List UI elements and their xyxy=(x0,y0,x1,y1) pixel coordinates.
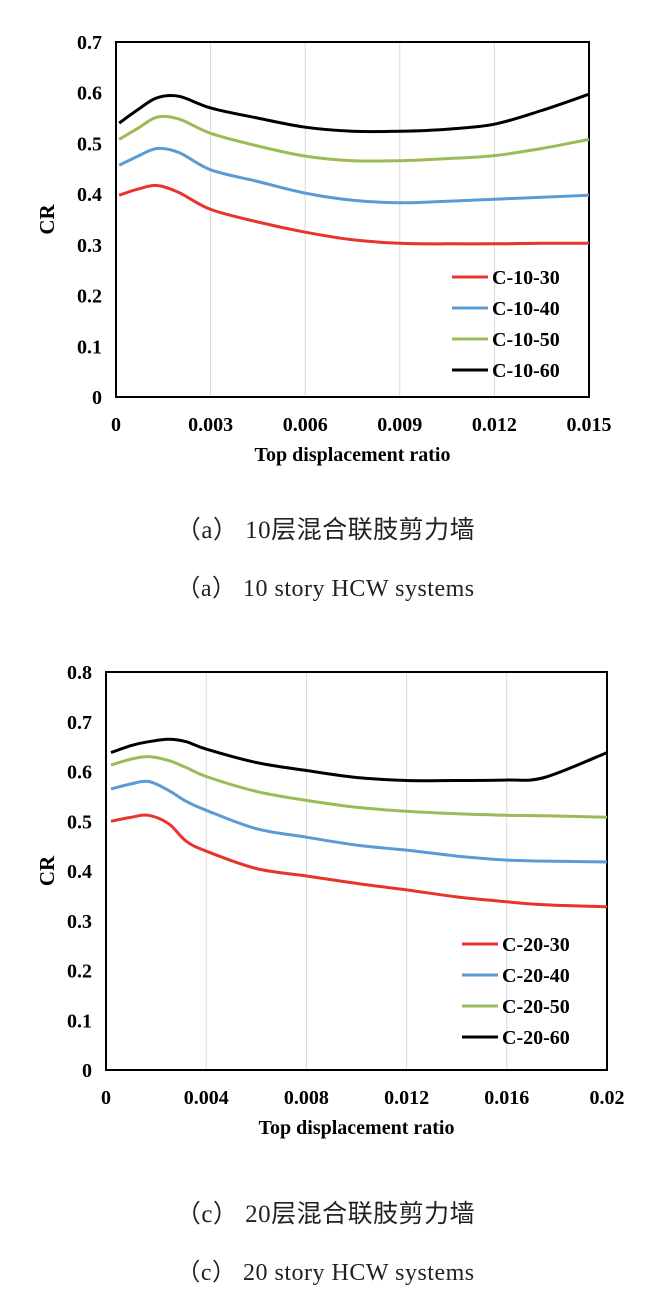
chart-a-y-tick-label: 0 xyxy=(92,387,102,409)
caption-c-english: （c） 20 story HCW systems xyxy=(176,1260,475,1286)
chart-c-y-tick-label: 0.2 xyxy=(67,961,92,983)
chart-c-frame xyxy=(105,671,608,1071)
chart-a-x-tick-label: 0.012 xyxy=(472,414,517,436)
chart-a-y-tick-label: 0.1 xyxy=(77,336,102,358)
chart-c-series-line-c-20-60 xyxy=(110,737,608,783)
chart-c-y-tick-label: 0.6 xyxy=(67,762,92,784)
chart-a-x-axis-title: Top displacement ratio xyxy=(255,444,451,466)
chart-c-legend-label: C-20-30 xyxy=(502,934,570,956)
chart-c-x-tick-label: 0.02 xyxy=(590,1087,625,1109)
chart-a-x-tick-label: 0.009 xyxy=(377,414,422,436)
chart-a-legend-label: C-10-30 xyxy=(492,267,560,289)
chart-c-y-tick-label: 0.5 xyxy=(67,811,92,833)
chart-a-y-tick-label: 0.5 xyxy=(77,133,102,155)
chart-c-y-axis-title: CR xyxy=(35,855,59,886)
chart-c-y-tick-label: 0.4 xyxy=(67,861,92,883)
chart-c-x-tick-label: 0.008 xyxy=(284,1087,329,1109)
chart-a-legend-label: C-10-60 xyxy=(492,360,560,382)
chart-c-series-line-c-20-50 xyxy=(110,755,608,819)
chart-c-x-tick-label: 0 xyxy=(101,1087,111,1109)
chart-a-legend-label: C-10-50 xyxy=(492,329,560,351)
chart-c-legend-label: C-20-50 xyxy=(502,996,570,1018)
chart-c: 0 0.1 0.2 0.3 0.4 0.5 0.6 0.7 0.8 0 0.004 0.008 0.01… xyxy=(35,662,625,1139)
chart-c-x-axis-title: Top displacement ratio xyxy=(259,1117,455,1139)
chart-a-y-axis-title: CR xyxy=(35,204,59,235)
chart-a-y-tick-label: 0.2 xyxy=(77,286,102,308)
chart-a-legend-label: C-10-40 xyxy=(492,298,560,320)
chart-c-series-line-c-20-40 xyxy=(110,779,608,864)
panel-a: 0 0.1 0.2 0.3 0.4 0.5 0.6 0.7 0 0.003 0.006 0.009 0.… xyxy=(0,0,651,650)
chart-c-y-tick-label: 0.8 xyxy=(67,662,92,684)
chart-a-frame xyxy=(115,41,590,398)
chart-a-x-tick-label: 0.003 xyxy=(188,414,233,436)
panel-c: 0 0.1 0.2 0.3 0.4 0.5 0.6 0.7 0.8 0 0.004 0.008 0.01… xyxy=(0,650,651,1311)
chart-c-legend-label: C-20-40 xyxy=(502,965,570,987)
chart-a-series-line-c-10-40 xyxy=(118,146,590,205)
caption-c-chinese: （c） 20层混合联肢剪力墙 xyxy=(175,1201,476,1228)
chart-a-series-line-c-10-30 xyxy=(118,183,589,246)
chart-a-y-tick-label: 0.3 xyxy=(77,235,102,257)
chart-c-y-tick-label: 0.7 xyxy=(67,712,92,734)
chart-c-y-tick-label: 0.1 xyxy=(67,1010,92,1032)
chart-a-y-tick-label: 0.6 xyxy=(77,83,102,105)
chart-a-series-line-c-10-60 xyxy=(118,92,590,134)
chart-c-x-tick-label: 0.012 xyxy=(384,1087,429,1109)
chart-c-y-tick-label: 0.3 xyxy=(67,911,92,933)
chart-a-y-tick-label: 0.4 xyxy=(77,184,102,206)
chart-a-y-tick-label: 0.7 xyxy=(77,32,102,54)
chart-a-x-tick-label: 0 xyxy=(111,414,121,436)
chart-c-x-tick-label: 0.004 xyxy=(184,1087,229,1109)
chart-c-legend-label: C-20-60 xyxy=(502,1027,570,1049)
chart-c-x-tick-label: 0.016 xyxy=(484,1087,529,1109)
caption-a-chinese: （a） 10层混合联肢剪力墙 xyxy=(175,517,476,544)
chart-c-y-tick-label: 0 xyxy=(82,1060,92,1082)
chart-a-x-tick-label: 0.015 xyxy=(567,414,612,436)
caption-a-english: （a） 10 story HCW systems xyxy=(176,576,475,602)
chart-a-x-tick-label: 0.006 xyxy=(283,414,328,436)
chart-c-series-line-c-20-30 xyxy=(110,813,608,909)
chart-a: 0 0.1 0.2 0.3 0.4 0.5 0.6 0.7 0 0.003 0.006 0.009 0.… xyxy=(35,32,612,466)
chart-a-series-line-c-10-50 xyxy=(118,114,590,163)
